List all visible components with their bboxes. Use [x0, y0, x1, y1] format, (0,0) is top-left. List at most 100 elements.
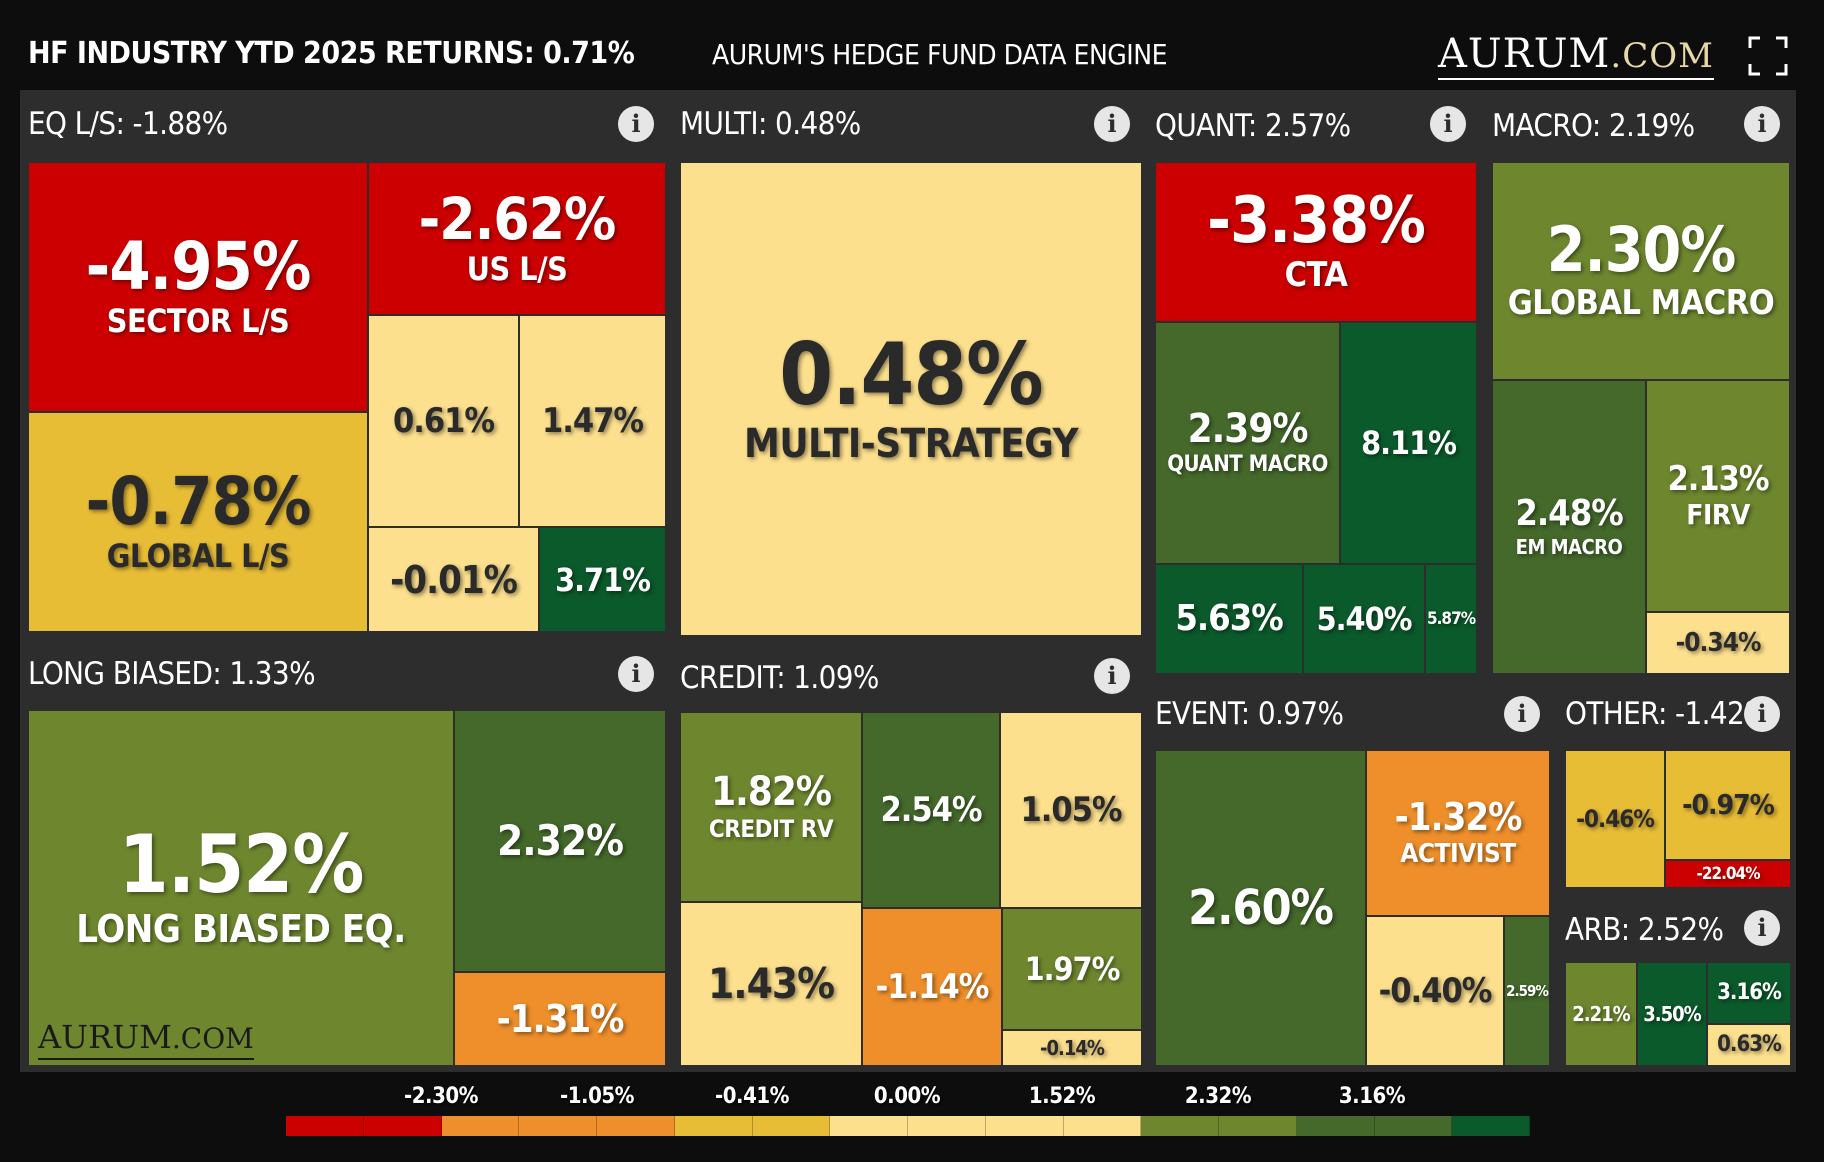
legend-swatch [286, 1116, 364, 1136]
legend-swatch [597, 1116, 675, 1136]
tile-label: ACTIVIST [1400, 838, 1516, 869]
info-icon[interactable]: i [1094, 106, 1130, 142]
tile-other-1[interactable]: -0.46% [1565, 750, 1665, 888]
tile-quant-6[interactable]: 5.87% [1425, 564, 1477, 674]
tile-value: 5.40% [1316, 600, 1413, 638]
tile-credit-7[interactable]: -0.14% [1002, 1030, 1142, 1066]
tile-credit-6[interactable]: 1.97% [1002, 908, 1142, 1030]
tile-other-2[interactable]: -0.97% [1665, 750, 1791, 860]
info-icon[interactable]: i [618, 106, 654, 142]
group-title-credit: CREDIT: 1.09% [680, 660, 879, 696]
tile-quant-cta[interactable]: -3.38% CTA [1155, 162, 1477, 322]
group-title-long-biased: LONG BIASED: 1.33% [28, 656, 316, 692]
group-title-multi: MULTI: 0.48% [680, 106, 861, 142]
tile-macro-global-macro[interactable]: 2.30% GLOBAL MACRO [1492, 162, 1790, 380]
tile-value: 2.60% [1188, 880, 1334, 936]
tile-macro-4[interactable]: -0.34% [1646, 612, 1790, 674]
tile-eq-l-s-7[interactable]: 3.71% [539, 527, 666, 632]
tile-value: 2.48% [1515, 493, 1623, 534]
tile-arb-4[interactable]: 0.63% [1707, 1024, 1791, 1066]
legend-swatch [1063, 1116, 1142, 1136]
group-title-macro: MACRO: 2.19% [1492, 108, 1695, 144]
tile-value: -0.34% [1675, 628, 1762, 658]
aurum-logo[interactable]: AURUM.COM [1438, 32, 1714, 80]
info-icon[interactable]: i [1504, 696, 1540, 732]
fullscreen-icon[interactable] [1748, 36, 1788, 76]
tile-value: -0.14% [1040, 1036, 1105, 1060]
industry-returns-title: HF INDUSTRY YTD 2025 RETURNS: 0.71% [28, 36, 635, 71]
tile-label: QUANT MACRO [1167, 451, 1328, 477]
info-icon[interactable]: i [1094, 658, 1130, 694]
tile-event-activist[interactable]: -1.32% ACTIVIST [1366, 750, 1550, 916]
tile-label: GLOBAL MACRO [1507, 283, 1775, 324]
tile-value: 1.97% [1024, 950, 1121, 988]
tile-value: -0.01% [390, 557, 518, 602]
tile-macro-em-macro[interactable]: 2.48% EM MACRO [1492, 380, 1646, 674]
tile-value: 0.48% [779, 325, 1043, 425]
tile-arb-2[interactable]: 3.50% [1637, 962, 1707, 1066]
legend-tick-label: 3.16% [1338, 1084, 1406, 1109]
tile-other-3[interactable]: -22.04% [1665, 860, 1791, 888]
tile-value: 2.13% [1667, 458, 1769, 499]
tile-value: -0.78% [85, 463, 312, 541]
tile-value: 2.54% [880, 790, 982, 830]
info-icon[interactable]: i [1744, 106, 1780, 142]
tile-value: 3.71% [555, 560, 651, 599]
tile-eq-l-s-global-l-s[interactable]: -0.78% GLOBAL L/S [28, 412, 368, 632]
info-icon[interactable]: i [1430, 106, 1466, 142]
tile-value: -1.14% [875, 967, 990, 1007]
tile-value: 0.61% [392, 401, 495, 441]
tile-quant-quant-macro[interactable]: 2.39% QUANT MACRO [1155, 322, 1340, 564]
tile-eq-l-s-3[interactable]: 0.61% [368, 315, 519, 527]
info-icon[interactable]: i [1744, 696, 1780, 732]
tile-value: -1.32% [1394, 794, 1523, 839]
tile-value: 2.39% [1187, 405, 1309, 452]
tile-credit-credit-rv[interactable]: 1.82% CREDIT RV [680, 712, 862, 902]
tile-long-biased-long-biased-eq[interactable]: 1.52% LONG BIASED EQ. [28, 710, 454, 1066]
tile-value: -0.46% [1576, 805, 1655, 833]
tile-value: 3.16% [1717, 980, 1782, 1005]
tile-multi-multi-strategy[interactable]: 0.48% MULTI-STRATEGY [680, 162, 1142, 636]
legend-tick-label: 1.52% [1028, 1084, 1096, 1109]
tile-value: 5.63% [1175, 598, 1283, 639]
header-bar: HF INDUSTRY YTD 2025 RETURNS: 0.71% AURU… [0, 0, 1824, 90]
tile-eq-l-s-sector-l-s[interactable]: -4.95% SECTOR L/S [28, 162, 368, 412]
watermark-suffix: .COM [171, 1022, 254, 1055]
info-icon[interactable]: i [618, 656, 654, 692]
tile-credit-3[interactable]: 1.05% [1000, 712, 1142, 908]
tile-macro-firv[interactable]: 2.13% FIRV [1646, 380, 1790, 612]
tile-event-4[interactable]: 2.59% [1504, 916, 1550, 1066]
info-icon[interactable]: i [1744, 910, 1780, 946]
tile-quant-4[interactable]: 5.63% [1155, 564, 1303, 674]
tile-credit-4[interactable]: 1.43% [680, 902, 862, 1066]
tile-long-biased-2[interactable]: 2.32% [454, 710, 666, 972]
legend-tick-label: -2.30% [404, 1084, 478, 1109]
tile-value: 1.82% [711, 768, 832, 815]
tile-credit-5[interactable]: -1.14% [862, 908, 1002, 1066]
group-title-eq-l-s: EQ L/S: -1.88% [28, 106, 228, 142]
tile-event-1[interactable]: 2.60% [1155, 750, 1366, 1066]
tile-label: MULTI-STRATEGY [744, 421, 1079, 467]
tile-eq-l-s-4[interactable]: 1.47% [519, 315, 666, 527]
tile-value: -4.95% [85, 228, 312, 306]
tile-value: 1.05% [1020, 790, 1122, 830]
tile-arb-3[interactable]: 3.16% [1707, 962, 1791, 1024]
tile-eq-l-s-us-l-s[interactable]: -2.62% US L/S [368, 162, 666, 315]
legend-swatch [441, 1116, 520, 1136]
tile-quant-3[interactable]: 8.11% [1340, 322, 1477, 564]
tile-credit-2[interactable]: 2.54% [862, 712, 1000, 908]
data-engine-title: AURUM'S HEDGE FUND DATA ENGINE [712, 38, 1167, 71]
legend-swatch [674, 1116, 753, 1136]
tile-arb-1[interactable]: 2.21% [1565, 962, 1637, 1066]
legend-swatch [985, 1116, 1064, 1136]
tile-quant-5[interactable]: 5.40% [1303, 564, 1425, 674]
tile-eq-l-s-6[interactable]: -0.01% [368, 527, 539, 632]
legend-swatch [1452, 1116, 1530, 1136]
tile-event-3[interactable]: -0.40% [1366, 916, 1504, 1066]
tile-value: 1.52% [118, 818, 365, 912]
legend-tick-label: 2.32% [1184, 1084, 1252, 1109]
group-title-other: OTHER: -1.42% [1565, 696, 1771, 732]
group-title-quant: QUANT: 2.57% [1155, 108, 1351, 144]
tile-long-biased-3[interactable]: -1.31% [454, 972, 666, 1066]
tile-value: -0.97% [1682, 788, 1775, 821]
